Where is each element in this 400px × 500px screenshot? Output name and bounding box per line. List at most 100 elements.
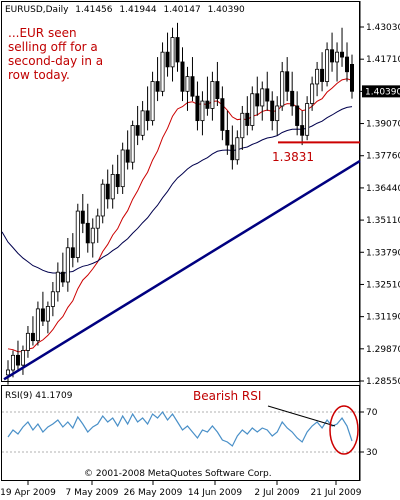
- y-tick-label: 1.36440: [366, 184, 400, 194]
- candle-body-bear: [125, 149, 130, 163]
- candle: [230, 125, 235, 170]
- candle: [75, 203, 80, 263]
- candle: [145, 86, 150, 131]
- candle-body-bear: [290, 90, 295, 107]
- rsi-tick-label: 30: [366, 448, 378, 458]
- candle-body-bull: [185, 76, 190, 92]
- candle: [6, 360, 11, 385]
- candle-body-bear: [330, 49, 335, 63]
- candle: [235, 130, 240, 165]
- candle: [45, 301, 50, 334]
- candle: [155, 57, 160, 102]
- x-axis: 19 Apr 2009 7 May 2009 26 May 2009 14 Jun 2…: [0, 481, 362, 498]
- candle: [205, 76, 210, 116]
- candle: [265, 71, 270, 111]
- candle: [95, 208, 100, 243]
- candle: [120, 142, 125, 194]
- candle: [270, 91, 275, 131]
- candle-body-bull: [100, 183, 105, 217]
- candle: [135, 105, 140, 146]
- rsi-line: [7, 410, 353, 447]
- candle-body-bear: [115, 174, 120, 188]
- candle-body-bull: [310, 83, 315, 104]
- copyright-text: © 2001-2008 MetaQuotes Software Corp.: [84, 469, 272, 479]
- candle-body-bear: [60, 271, 65, 283]
- candle-body-bear: [265, 88, 270, 102]
- candle: [150, 71, 155, 126]
- last-price-box: [362, 85, 400, 98]
- candle-body-bull: [250, 93, 255, 126]
- candle-body-bear: [270, 100, 275, 122]
- candle: [165, 32, 170, 77]
- candle-body-bull: [335, 51, 340, 63]
- last-price-label: 1.40390: [365, 87, 400, 97]
- candle: [240, 105, 245, 150]
- candle: [115, 154, 120, 194]
- candle: [295, 91, 300, 136]
- candle: [315, 61, 320, 97]
- candle-body-bear: [300, 125, 305, 136]
- candlesticks: [6, 22, 354, 385]
- candle-body-bear: [30, 332, 35, 342]
- trendline-layer: [3, 141, 361, 381]
- candle-body-bear: [135, 125, 140, 136]
- candle-body-bull: [10, 354, 15, 371]
- candle-body-bull: [110, 174, 115, 200]
- candle: [190, 57, 195, 102]
- candle-body-bull: [130, 125, 135, 163]
- candle-body-bull: [25, 332, 30, 351]
- candle-body-bull: [35, 308, 40, 342]
- rsi-annotation: Bearish RSI: [193, 389, 261, 403]
- candle: [330, 32, 335, 72]
- rsi-panel-frame: [1, 385, 360, 481]
- chart-header: EURUSD,Daily 1.41456 1.41944 1.40147 1.4…: [5, 5, 245, 15]
- candle-body-bear: [349, 64, 354, 92]
- candle: [100, 179, 105, 224]
- x-tick-label: 7 May 2009: [66, 488, 119, 498]
- candle: [300, 110, 305, 146]
- candle-body-bull: [315, 68, 320, 85]
- candle: [305, 96, 310, 141]
- rsi-layer: 70 30: [2, 405, 378, 458]
- candle-body-bear: [320, 68, 325, 82]
- y-tick-label: 1.39070: [366, 120, 400, 130]
- candle: [55, 262, 60, 302]
- candle: [90, 218, 95, 258]
- candle: [170, 27, 175, 82]
- annotation-line: second-day in a: [8, 54, 103, 68]
- candle-body-bear: [175, 37, 180, 63]
- candle-body-bear: [340, 51, 345, 58]
- candle: [345, 42, 350, 82]
- candle-body-bull: [260, 88, 265, 107]
- x-tick-label: 21 Jul 2009: [311, 488, 362, 498]
- candle: [185, 66, 190, 111]
- candle-body-bull: [6, 369, 11, 376]
- candle-body-bear: [225, 130, 230, 146]
- candle: [200, 91, 205, 136]
- candle-body-bear: [295, 105, 300, 126]
- candle-body-bear: [230, 144, 235, 161]
- candle: [65, 237, 70, 292]
- candle: [130, 120, 135, 170]
- candle: [140, 101, 145, 141]
- candle: [320, 52, 325, 92]
- y-tick-label: 1.29870: [366, 345, 400, 355]
- candle-body-bull: [75, 210, 80, 258]
- candle-body-bear: [70, 247, 75, 258]
- candle: [125, 130, 130, 170]
- candle-body-bear: [105, 183, 110, 200]
- x-tick-label: 14 Jun 2009: [188, 488, 242, 498]
- candle-body-bear: [190, 76, 195, 97]
- candle: [60, 252, 65, 287]
- candle: [250, 86, 255, 131]
- x-tick-label: 2 Jul 2009: [254, 488, 299, 498]
- candle: [220, 86, 225, 141]
- candle-body-bear: [195, 95, 200, 122]
- rsi-pointer-line: [267, 405, 336, 427]
- candle-body-bull: [65, 247, 70, 283]
- candle: [40, 291, 45, 326]
- candle: [25, 325, 30, 358]
- candle-body-bull: [50, 291, 55, 307]
- candle-body-bear: [145, 110, 150, 122]
